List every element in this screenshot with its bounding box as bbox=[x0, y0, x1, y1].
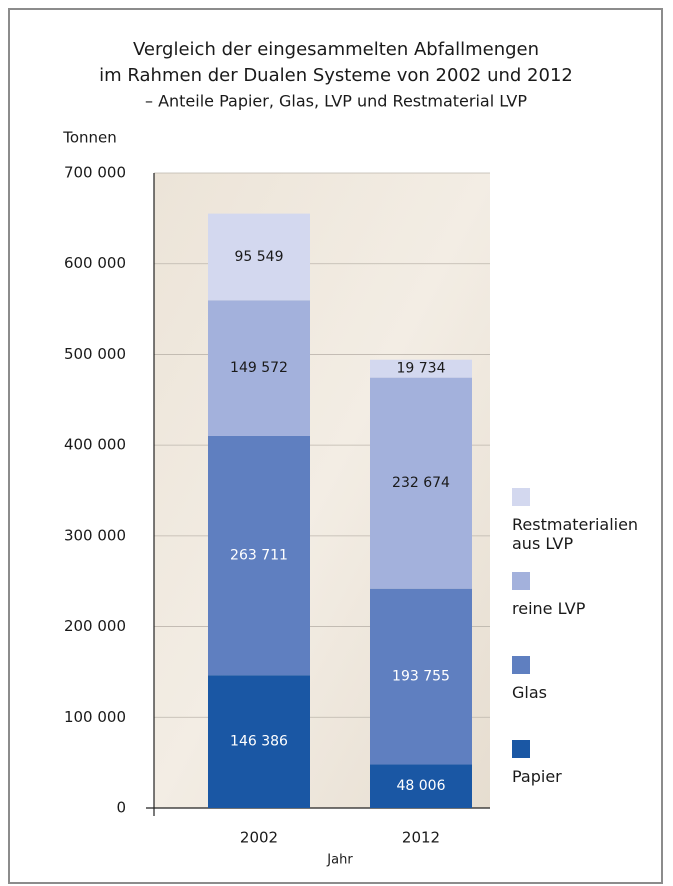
x-tick-label: 2012 bbox=[402, 829, 440, 847]
chart-subtitle: – Anteile Papier, Glas, LVP und Restmate… bbox=[145, 92, 527, 111]
page: {"chart_data": {"type": "stacked-bar", "… bbox=[0, 0, 673, 886]
y-axis-label: Tonnen bbox=[62, 129, 117, 147]
legend-item: Restmaterialien aus LVP bbox=[512, 488, 662, 572]
y-tick-label: 300 000 bbox=[64, 526, 126, 544]
value-label: 149 572 bbox=[230, 360, 288, 376]
value-label: 146 386 bbox=[230, 734, 288, 750]
legend-swatch bbox=[512, 488, 530, 506]
y-tick-label: 200 000 bbox=[64, 617, 126, 635]
chart-title: Vergleich der eingesammelten Abfallmenge… bbox=[133, 39, 539, 60]
y-tick-label: 700 000 bbox=[64, 164, 126, 182]
y-tick-label: 0 bbox=[116, 799, 126, 817]
value-label: 19 734 bbox=[397, 361, 446, 377]
legend-label: Glas bbox=[512, 683, 652, 702]
value-label: 193 755 bbox=[392, 669, 450, 685]
legend-item: reine LVP bbox=[512, 572, 662, 656]
value-label: 48 006 bbox=[397, 778, 446, 794]
legend-swatch bbox=[512, 572, 530, 590]
legend-label: reine LVP bbox=[512, 599, 652, 618]
legend: Restmaterialien aus LVP reine LVP Glas Papi… bbox=[512, 488, 662, 824]
value-label: 95 549 bbox=[235, 249, 284, 265]
y-tick-label: 100 000 bbox=[64, 708, 126, 726]
x-axis-label: Jahr bbox=[326, 853, 353, 868]
legend-label: Restmaterialien aus LVP bbox=[512, 515, 652, 553]
legend-item: Glas bbox=[512, 656, 662, 740]
y-tick-label: 500 000 bbox=[64, 345, 126, 363]
legend-swatch bbox=[512, 656, 530, 674]
chart-title: im Rahmen der Dualen Systeme von 2002 un… bbox=[99, 65, 573, 86]
value-label: 263 711 bbox=[230, 548, 288, 564]
legend-label: Papier bbox=[512, 767, 652, 786]
legend-item: Papier bbox=[512, 740, 662, 824]
value-label: 232 674 bbox=[392, 475, 450, 491]
legend-swatch bbox=[512, 740, 530, 758]
x-tick-label: 2002 bbox=[240, 829, 278, 847]
y-tick-label: 400 000 bbox=[64, 436, 126, 454]
y-tick-label: 600 000 bbox=[64, 254, 126, 272]
